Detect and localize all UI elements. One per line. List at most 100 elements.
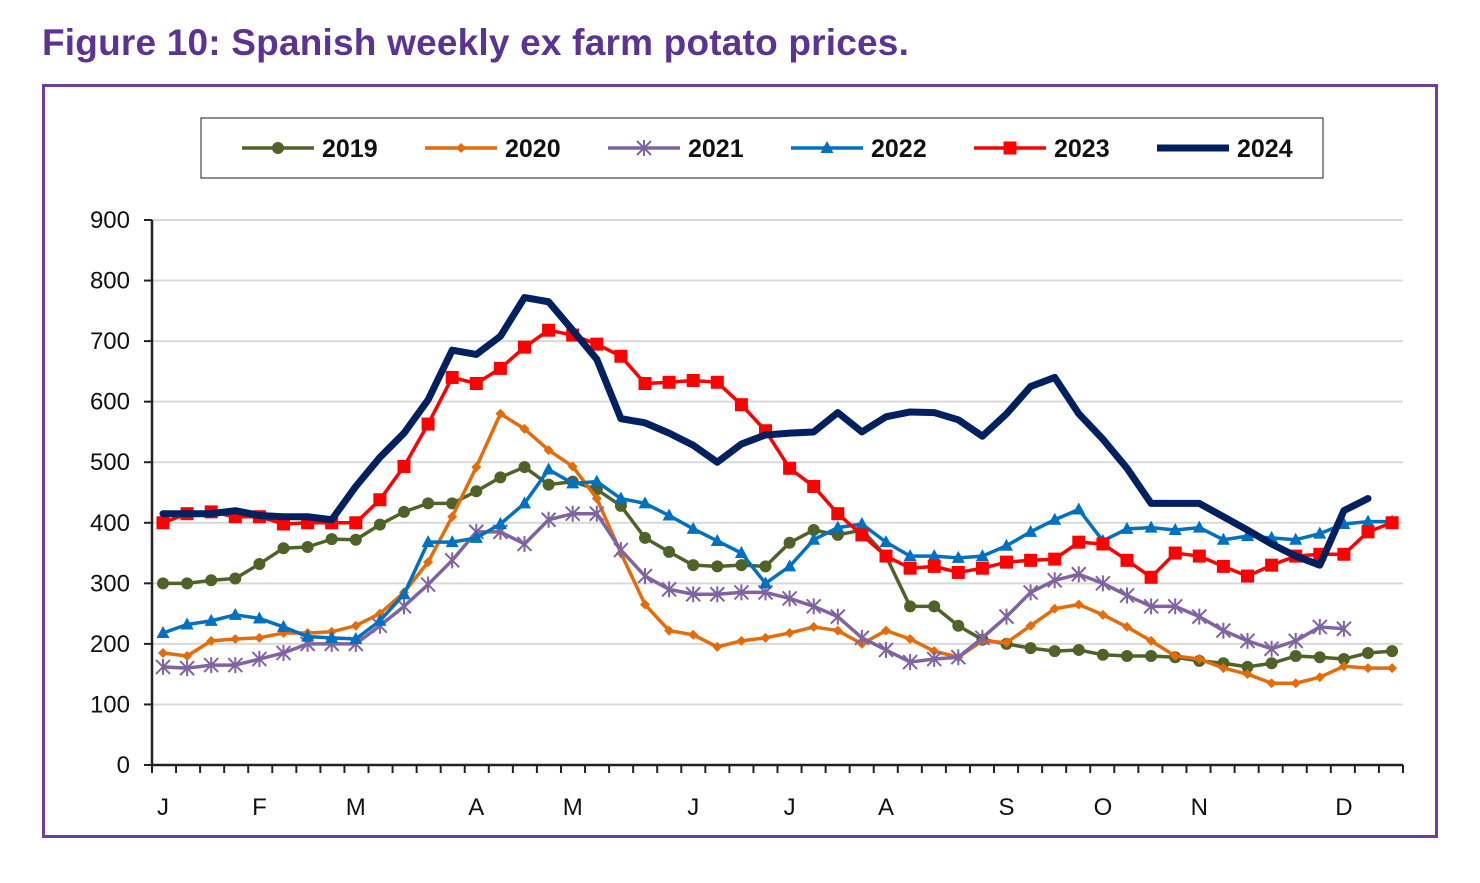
data-point [711,560,724,573]
data-point [952,619,965,632]
series-group [155,294,1399,689]
data-point [397,587,411,600]
x-tick-label: F [252,794,267,821]
data-point [662,508,676,521]
data-point [1386,645,1399,658]
data-point [1239,632,1256,649]
data-point [879,535,893,548]
x-tick-label: A [878,794,894,821]
data-point [1167,598,1183,615]
x-tick-label: A [468,794,484,821]
data-point [904,600,917,613]
data-point [998,608,1015,625]
legend-box [200,117,1324,179]
data-point [855,516,869,529]
data-point [830,608,846,625]
data-point [734,546,748,559]
data-point [1146,635,1157,646]
data-point [1048,645,1061,658]
data-point [1024,524,1038,537]
data-point [905,634,916,645]
series-line-2021 [161,511,1346,670]
x-tick-label: D [1335,794,1352,821]
data-point [301,629,315,642]
data-point [879,549,893,563]
data-point [1287,632,1304,649]
data-point [784,627,795,638]
data-point [927,549,941,562]
data-point [471,462,482,473]
data-point [277,542,290,555]
data-point [664,625,675,636]
data-point [927,559,941,573]
y-tick-label: 500 [90,449,130,476]
data-point [975,561,989,575]
data-point [422,497,435,510]
x-tick-label: M [346,794,366,821]
data-point [1003,141,1017,155]
data-point [1143,598,1159,615]
data-point [1313,651,1326,664]
data-point [1000,538,1013,551]
data-point [1265,657,1278,670]
data-point [903,549,917,562]
data-point [807,524,820,537]
data-point [516,535,533,552]
data-point [1121,650,1133,662]
data-point [325,533,338,546]
y-tick-label: 400 [90,510,130,537]
data-point [1048,552,1062,566]
series-2020 [158,408,1398,689]
data-point [1385,516,1399,530]
data-point [950,649,967,666]
data-point [1337,547,1351,561]
y-tick-label: 600 [90,389,130,416]
data-point [881,625,891,636]
data-point [903,561,917,575]
series-2022 [156,462,1399,645]
data-point [661,581,677,598]
data-point [447,511,458,522]
data-point [252,611,266,624]
chart-frame [42,84,1438,838]
data-point [783,461,797,475]
data-point [710,375,724,389]
legend-label-2021: 2021 [688,135,744,163]
data-point [1071,566,1087,583]
data-point [614,349,628,363]
data-point [1215,622,1232,639]
data-point [518,340,531,354]
legend: 2019 2020 2021 2022 2023 2024 [200,117,1324,179]
data-point [854,629,870,646]
series-2019 [157,461,1399,673]
y-tick-label: 700 [90,328,130,355]
data-point [974,629,991,646]
data-point [301,541,314,553]
data-point [685,586,701,603]
data-point [1144,570,1158,584]
data-point [325,630,339,643]
data-point [1312,618,1328,635]
data-point [540,511,557,528]
data-point [349,516,363,530]
data-point [928,600,941,613]
data-point [543,445,554,456]
data-point [253,557,266,570]
legend-label-2024: 2024 [1237,135,1293,163]
data-point [1265,558,1279,572]
data-point [1338,661,1349,672]
data-point [158,647,168,658]
data-point [227,657,244,674]
data-point [277,517,290,531]
data-point [640,599,650,610]
data-point [832,625,843,636]
data-point [272,142,284,154]
data-point [710,533,724,546]
data-point [712,641,723,652]
data-point [951,550,965,563]
data-point [686,521,700,534]
data-point [182,651,193,661]
data-point [1024,553,1038,567]
data-point [614,491,628,504]
data-point [446,497,459,510]
